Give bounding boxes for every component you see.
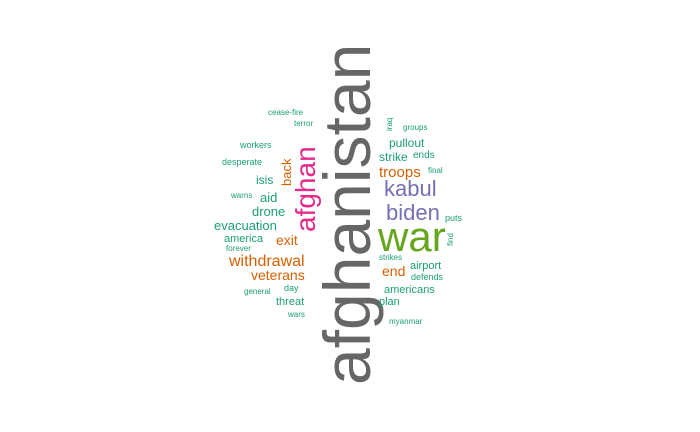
word-veterans: veterans [251, 267, 305, 283]
word-plan: plan [379, 296, 400, 308]
word-withdrawal: withdrawal [229, 253, 305, 270]
word-wars: wars [288, 310, 305, 319]
word-warns: warns [231, 191, 253, 200]
word-terror: terror [294, 119, 314, 128]
word-puts: puts [445, 213, 463, 223]
word-threat: threat [276, 296, 305, 308]
word-workers: workers [240, 140, 272, 150]
word-cease-fire: cease-fire [268, 108, 304, 117]
word-strike: strike [379, 150, 408, 164]
word-kabul: kabul [384, 176, 437, 201]
word-final: final [428, 166, 443, 175]
word-ends: ends [413, 150, 435, 161]
word-desperate: desperate [222, 157, 263, 167]
word-isis: isis [256, 173, 274, 187]
word-defends: defends [411, 272, 444, 282]
word-myanmar: myanmar [389, 317, 423, 326]
word-troops: troops [379, 164, 421, 181]
word-day: day [284, 283, 299, 293]
word-war: war [378, 213, 446, 260]
word-forever: forever [226, 244, 251, 253]
word-aid: aid [260, 190, 278, 205]
word-back: back [279, 158, 294, 186]
word-general: general [244, 287, 271, 296]
word-end: end [382, 263, 406, 279]
word-drone: drone [252, 204, 286, 219]
word-afghanistan: afghanistan [310, 43, 384, 385]
word-airport: airport [410, 260, 442, 272]
word-exit: exit [276, 232, 298, 248]
word-groups: groups [403, 123, 428, 132]
word-iraq: iraq [385, 117, 394, 131]
word-strikes: strikes [379, 253, 403, 262]
word-americans: americans [384, 284, 435, 296]
word-biden: biden [386, 200, 440, 225]
word-america: america [224, 233, 264, 245]
word-find: find [446, 233, 455, 246]
word-afghan: afghan [290, 146, 321, 232]
word-pullout: pullout [389, 136, 425, 150]
word-evacuation: evacuation [214, 218, 277, 233]
